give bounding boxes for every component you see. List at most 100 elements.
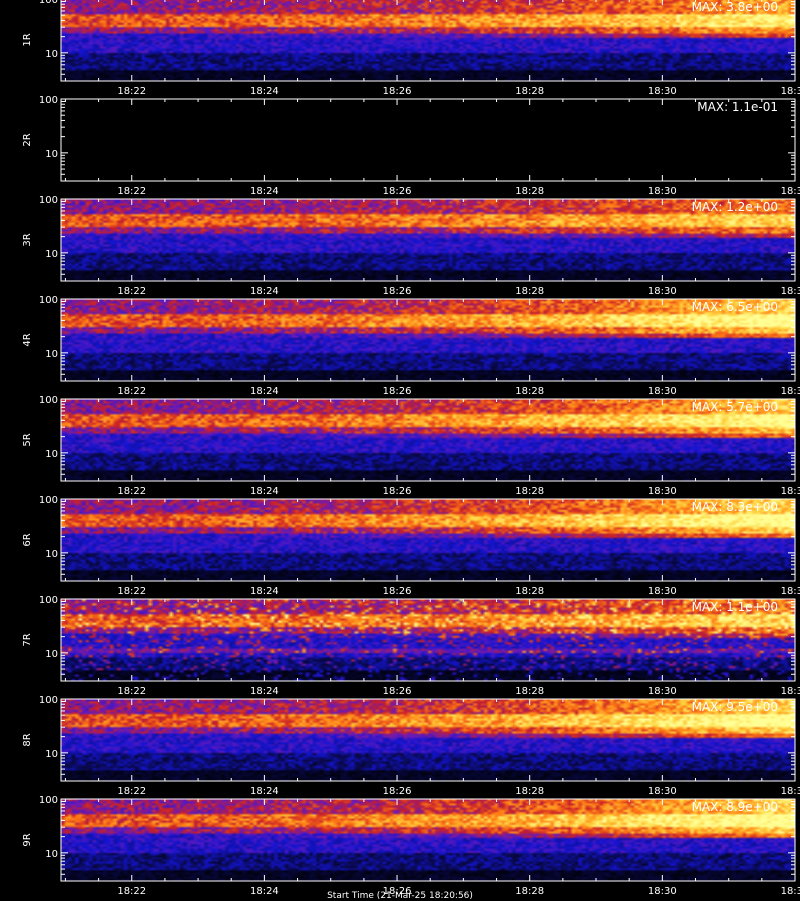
x-tick-label: 18:32 <box>781 486 800 497</box>
axes-frame <box>60 98 796 182</box>
x-tick-label: 18:30 <box>648 186 677 197</box>
x-tick-label: 18:32 <box>781 686 800 697</box>
panel-2r: 100 10 2R 18:22 18:24 18:26 18:28 18:30 18:32 MAX… <box>22 95 800 197</box>
axes-frame <box>60 298 796 382</box>
x-tick-label: 18:30 <box>648 886 677 897</box>
x-tick-label: 18:22 <box>117 486 146 497</box>
spectrogram-image <box>61 599 795 681</box>
x-tick-label: 18:26 <box>383 886 412 897</box>
y-axis-label: 4R <box>22 333 33 346</box>
y-axis-label: 5R <box>22 433 33 446</box>
x-tick-label: 18:22 <box>117 786 146 797</box>
x-tick-label: 18:30 <box>648 286 677 297</box>
x-tick-label: 18:26 <box>383 86 412 97</box>
x-tick-label: 18:28 <box>515 186 544 197</box>
y-tick-label: 10 <box>45 149 58 160</box>
spectrogram-image <box>61 399 795 481</box>
x-tick-label: 18:28 <box>515 586 544 597</box>
x-tick-label: 18:28 <box>515 86 544 97</box>
panel-7r: 100 10 7R 18:22 18:24 18:26 18:28 18:30 18:32 MAX… <box>22 595 800 697</box>
x-tick-label: 18:28 <box>515 286 544 297</box>
max-value-label: MAX: 6.5e+00 <box>692 300 778 314</box>
panel-6r: 100 10 6R 18:22 18:24 18:26 18:28 18:30 18:32 MAX… <box>22 495 800 597</box>
axes-frame <box>60 498 796 582</box>
y-tick-label: 100 <box>39 295 58 306</box>
x-tick-label: 18:30 <box>648 686 677 697</box>
y-tick-label: 10 <box>45 549 58 560</box>
x-tick-label: 18:22 <box>117 86 146 97</box>
panel-4r: 100 10 4R 18:22 18:24 18:26 18:28 18:30 18:32 MAX… <box>22 295 800 397</box>
x-tick-label: 18:22 <box>117 286 146 297</box>
x-tick-label: 18:24 <box>250 486 279 497</box>
spectrogram-image <box>61 299 795 381</box>
x-tick-label: 18:24 <box>250 86 279 97</box>
x-tick-label: 18:24 <box>250 686 279 697</box>
x-tick-label: 18:26 <box>383 786 412 797</box>
panel-5r: 100 10 5R 18:22 18:24 18:26 18:28 18:30 18:32 MAX… <box>22 395 800 497</box>
y-tick-label: 10 <box>45 849 58 860</box>
x-tick-label: 18:26 <box>383 586 412 597</box>
max-value-label: MAX: 8.3e+00 <box>692 500 778 514</box>
x-tick-label: 18:32 <box>781 86 800 97</box>
max-value-label: MAX: 1.1e+00 <box>692 600 778 614</box>
x-tick-label: 18:22 <box>117 886 146 897</box>
spectrogram-image <box>61 699 795 781</box>
x-tick-label: 18:24 <box>250 786 279 797</box>
x-tick-label: 18:32 <box>781 786 800 797</box>
y-axis-label: 1R <box>22 33 33 46</box>
y-tick-label: 10 <box>45 749 58 760</box>
panel-8r: 100 10 8R 18:22 18:24 18:26 18:28 18:30 18:32 MAX… <box>22 695 800 797</box>
panel-1r: 100 10 1R 18:22 18:24 18:26 18:28 18:30 18:32 MAX… <box>22 0 800 97</box>
x-tick-label: 18:22 <box>117 586 146 597</box>
y-tick-label: 10 <box>45 249 58 260</box>
x-tick-label: 18:24 <box>250 586 279 597</box>
x-tick-label: 18:30 <box>648 386 677 397</box>
axes-frame <box>60 598 796 682</box>
y-axis-label: 8R <box>22 733 33 746</box>
y-tick-label: 100 <box>39 395 58 406</box>
y-tick-label: 10 <box>45 49 58 60</box>
x-tick-label: 18:30 <box>648 86 677 97</box>
axes-frame <box>60 398 796 482</box>
spectrogram-image <box>61 499 795 581</box>
x-tick-label: 18:28 <box>515 686 544 697</box>
y-axis-label: 9R <box>22 833 33 846</box>
spectrogram-image <box>61 199 795 281</box>
x-tick-label: 18:24 <box>250 386 279 397</box>
y-tick-label: 100 <box>39 795 58 806</box>
y-axis-label: 3R <box>22 233 33 246</box>
x-axis-start-time-label: Start Time (21-Mar-25 18:20:56) <box>327 891 473 901</box>
max-value-label: MAX: 1.1e-01 <box>697 100 778 114</box>
y-tick-label: 10 <box>45 349 58 360</box>
x-tick-label: 18:32 <box>781 186 800 197</box>
max-value-label: MAX: 9.5e+00 <box>692 700 778 714</box>
x-tick-label: 18:24 <box>250 286 279 297</box>
x-tick-label: 18:32 <box>781 886 800 897</box>
x-tick-label: 18:30 <box>648 786 677 797</box>
x-tick-label: 18:32 <box>781 286 800 297</box>
x-tick-label: 18:26 <box>383 486 412 497</box>
x-tick-label: 18:26 <box>383 686 412 697</box>
max-value-label: MAX: 3.8e+00 <box>692 0 778 14</box>
plot-area <box>61 99 795 181</box>
x-tick-label: 18:28 <box>515 886 544 897</box>
axes-frame <box>60 198 796 282</box>
x-tick-label: 18:28 <box>515 786 544 797</box>
spectrogram-image <box>61 799 795 881</box>
x-tick-label: 18:22 <box>117 686 146 697</box>
axes-frame <box>60 798 796 882</box>
y-axis-label: 2R <box>22 133 33 146</box>
x-tick-label: 18:22 <box>117 386 146 397</box>
x-tick-label: 18:30 <box>648 486 677 497</box>
axes-frame <box>60 698 796 782</box>
panel-9r: 100 10 9R 18:22 18:24 18:26 18:28 18:30 18:32 MAX… <box>22 795 800 897</box>
y-tick-label: 10 <box>45 449 58 460</box>
y-tick-label: 100 <box>39 495 58 506</box>
y-tick-label: 100 <box>39 195 58 206</box>
x-tick-label: 18:28 <box>515 486 544 497</box>
x-tick-label: 18:26 <box>383 286 412 297</box>
y-tick-label: 10 <box>45 649 58 660</box>
x-tick-label: 18:26 <box>383 186 412 197</box>
spectrogram-image <box>61 0 795 81</box>
max-value-label: MAX: 1.2e+00 <box>692 200 778 214</box>
